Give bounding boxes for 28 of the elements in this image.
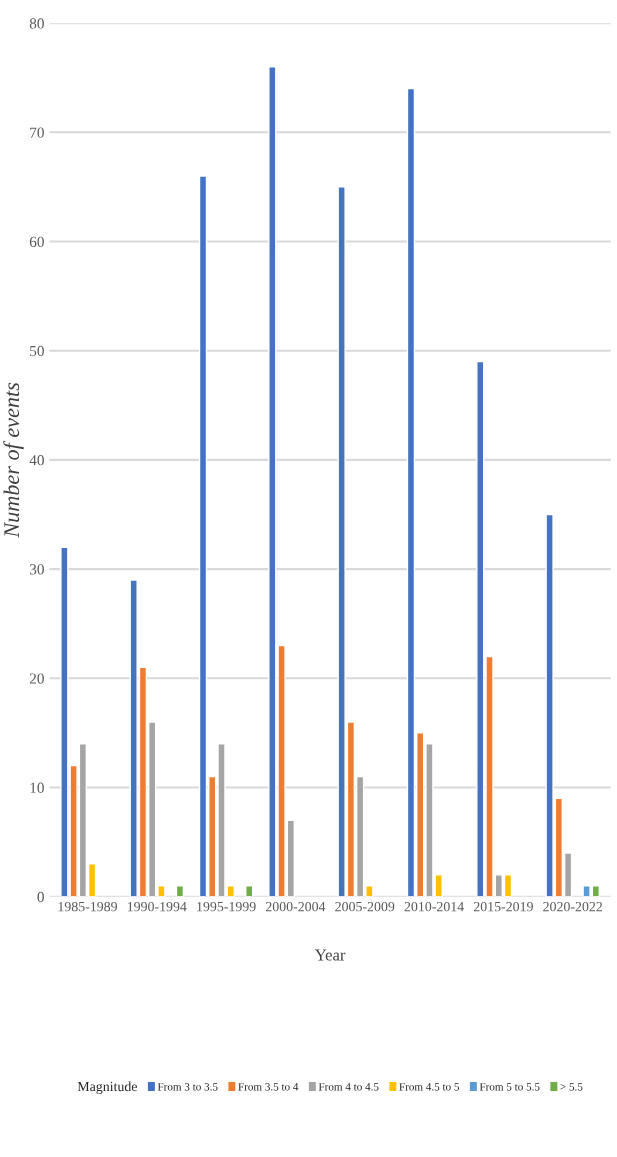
- legend-label: From 3 to 3.5: [157, 1083, 218, 1091]
- legend-label: From 4 to 4.5: [318, 1083, 379, 1091]
- x-tick-label: 2020-2022: [543, 901, 603, 912]
- y-tick-label: 60: [29, 236, 44, 247]
- x-axis-title: Year: [314, 949, 346, 961]
- x-tick-label: 2010-2014: [404, 901, 464, 912]
- x-tick-label: 2015-2019: [473, 901, 533, 912]
- y-tick-label: 10: [30, 782, 44, 793]
- y-axis-title: Number of events: [3, 382, 24, 538]
- x-tick-label: 1990-1994: [127, 901, 187, 912]
- bar: [175, 885, 185, 897]
- legend-label: From 4.5 to 5: [399, 1083, 460, 1091]
- legend-label: From 3.5 to 4: [238, 1083, 299, 1091]
- legend-title: Magnitude: [77, 1081, 137, 1095]
- y-tick-label: 0: [37, 891, 44, 903]
- legend-label: From 5 to 5.5: [479, 1083, 540, 1091]
- x-tick-label: 2005-2009: [335, 901, 395, 912]
- y-tick-label: 50: [30, 345, 44, 357]
- legend-label: > 5.5: [560, 1083, 583, 1091]
- x-tick-label: 1985-1989: [58, 901, 118, 912]
- x-tick-label: 1995-1999: [197, 901, 256, 912]
- x-tick-label: 2000-2004: [265, 901, 326, 912]
- y-tick-label: 20: [29, 673, 44, 684]
- y-tick-label: 80: [29, 18, 44, 29]
- y-tick-label: 30: [29, 564, 44, 575]
- bar: [245, 885, 254, 897]
- y-tick-label: 40: [29, 455, 44, 466]
- y-tick-label: 70: [30, 127, 44, 138]
